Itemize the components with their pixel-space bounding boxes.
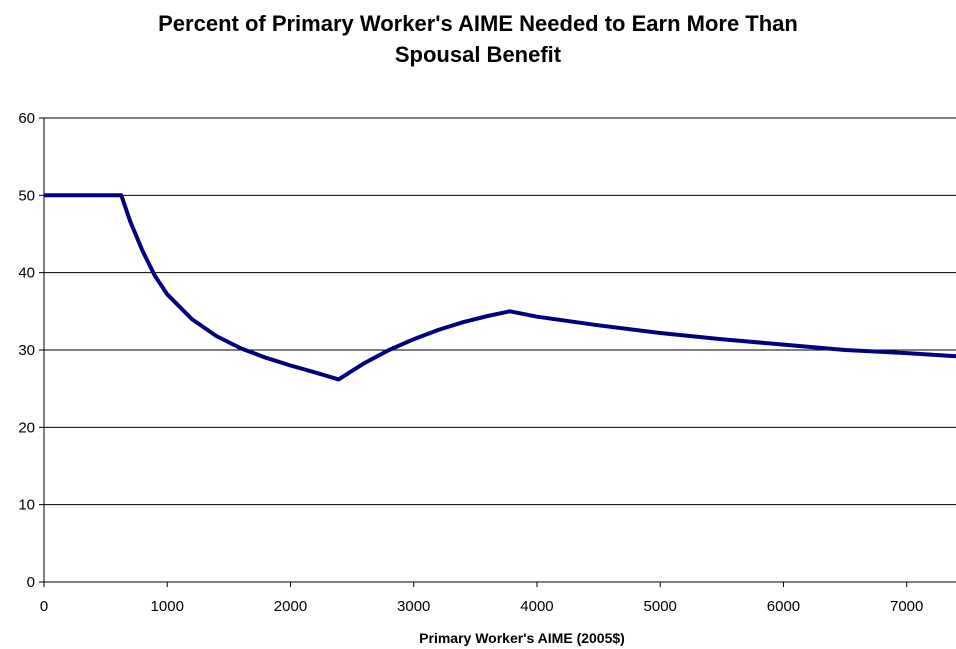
x-tick-label-1000: 1000	[151, 598, 184, 615]
series-layer	[44, 193, 956, 382]
x-tick-label-3000: 3000	[397, 598, 430, 615]
y-tick-label-50: 50	[18, 187, 35, 204]
x-tick-label-5000: 5000	[644, 598, 677, 615]
axes	[39, 117, 956, 587]
y-tick-label-60: 60	[18, 110, 35, 127]
chart-title-line-2: Spousal Benefit	[394, 42, 562, 67]
chart-title: Percent of Primary Worker's AIME Needed …	[0, 8, 956, 70]
x-tick-label-0: 0	[40, 598, 48, 615]
x-tick-label-6000: 6000	[767, 598, 800, 615]
y-tick-labels: 0 10 20 30 40 50 60	[18, 110, 35, 591]
y-tick-label-20: 20	[18, 419, 35, 436]
y-tick-label-10: 10	[18, 497, 35, 514]
chart-title-line-1: Percent of Primary Worker's AIME Needed …	[158, 11, 798, 36]
y-tick-label-40: 40	[18, 265, 35, 282]
gridlines	[44, 117, 956, 506]
x-axis-label: Primary Worker's AIME (2005$)	[419, 630, 625, 646]
x-tick-label-4000: 4000	[520, 598, 553, 615]
x-tick-labels: 0 1000 2000 3000 4000 5000 6000 7000	[40, 598, 924, 615]
y-tick-label-30: 30	[18, 342, 35, 359]
x-tick-label-2000: 2000	[274, 598, 307, 615]
series-line-0	[44, 193, 956, 382]
x-tick-label-7000: 7000	[890, 598, 923, 615]
y-tick-label-0: 0	[27, 574, 35, 591]
